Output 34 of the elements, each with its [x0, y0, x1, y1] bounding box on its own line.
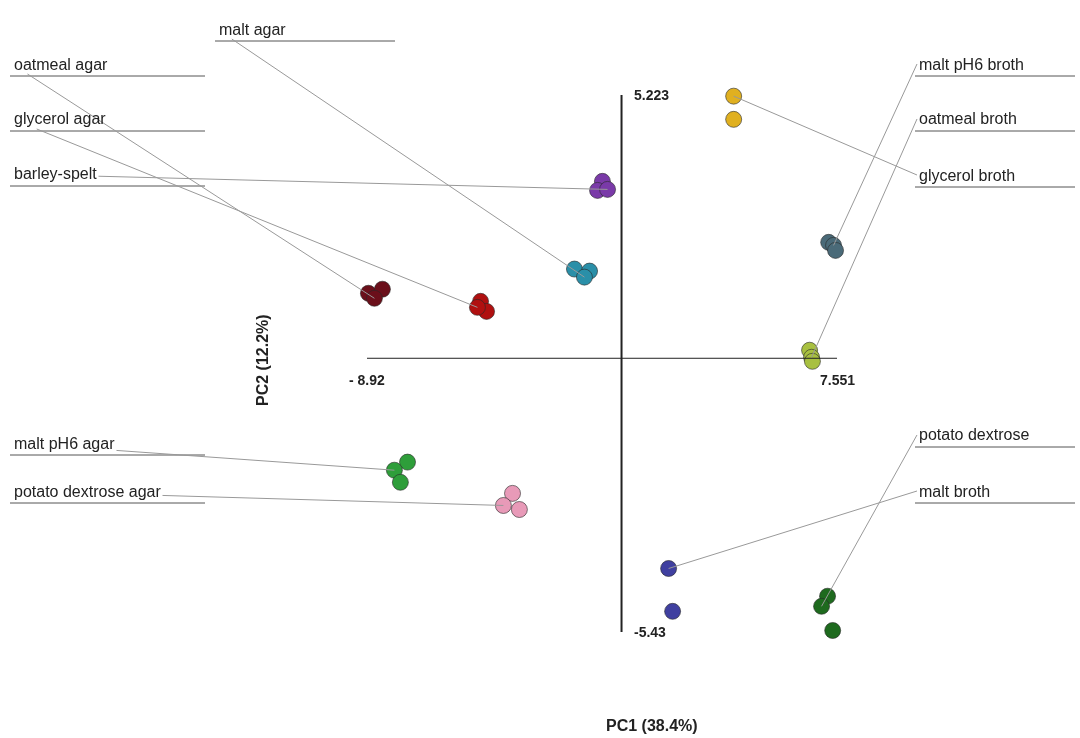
text: glycerol agar — [14, 110, 107, 127]
text: oatmeal broth — [919, 110, 1017, 127]
point — [725, 110, 743, 128]
point — [391, 473, 409, 491]
point — [510, 501, 528, 518]
point — [813, 597, 831, 615]
y-tick-label: 5.223 — [634, 87, 670, 103]
point — [725, 87, 743, 105]
y-tick-label: -5.43 — [634, 624, 667, 640]
text: glycerol broth — [919, 167, 1016, 184]
point — [494, 496, 512, 514]
text: malt pH6 agar — [14, 435, 116, 452]
x-tick-label: 7.551 — [820, 372, 856, 388]
point — [599, 180, 617, 198]
point — [468, 298, 486, 316]
point — [575, 268, 593, 286]
point — [660, 559, 678, 577]
point — [824, 621, 842, 639]
point — [365, 289, 383, 307]
text: potato dextrose agar — [14, 483, 162, 500]
point — [827, 241, 845, 259]
text: barley-spelt — [14, 165, 98, 182]
point — [504, 484, 522, 502]
point — [664, 602, 682, 620]
text: oatmeal agar — [14, 56, 109, 73]
point — [399, 453, 417, 471]
x-tick-label: - 8.92 — [349, 372, 386, 388]
text: potato dextrose — [919, 426, 1030, 443]
point — [803, 352, 821, 370]
text: malt broth — [919, 483, 991, 500]
text: malt pH6 broth — [919, 56, 1024, 73]
text: malt agar — [219, 21, 287, 38]
y-axis-title: PC2 (12.2%) — [254, 314, 271, 406]
x-axis-title: PC1 (38.4%) — [606, 717, 698, 734]
